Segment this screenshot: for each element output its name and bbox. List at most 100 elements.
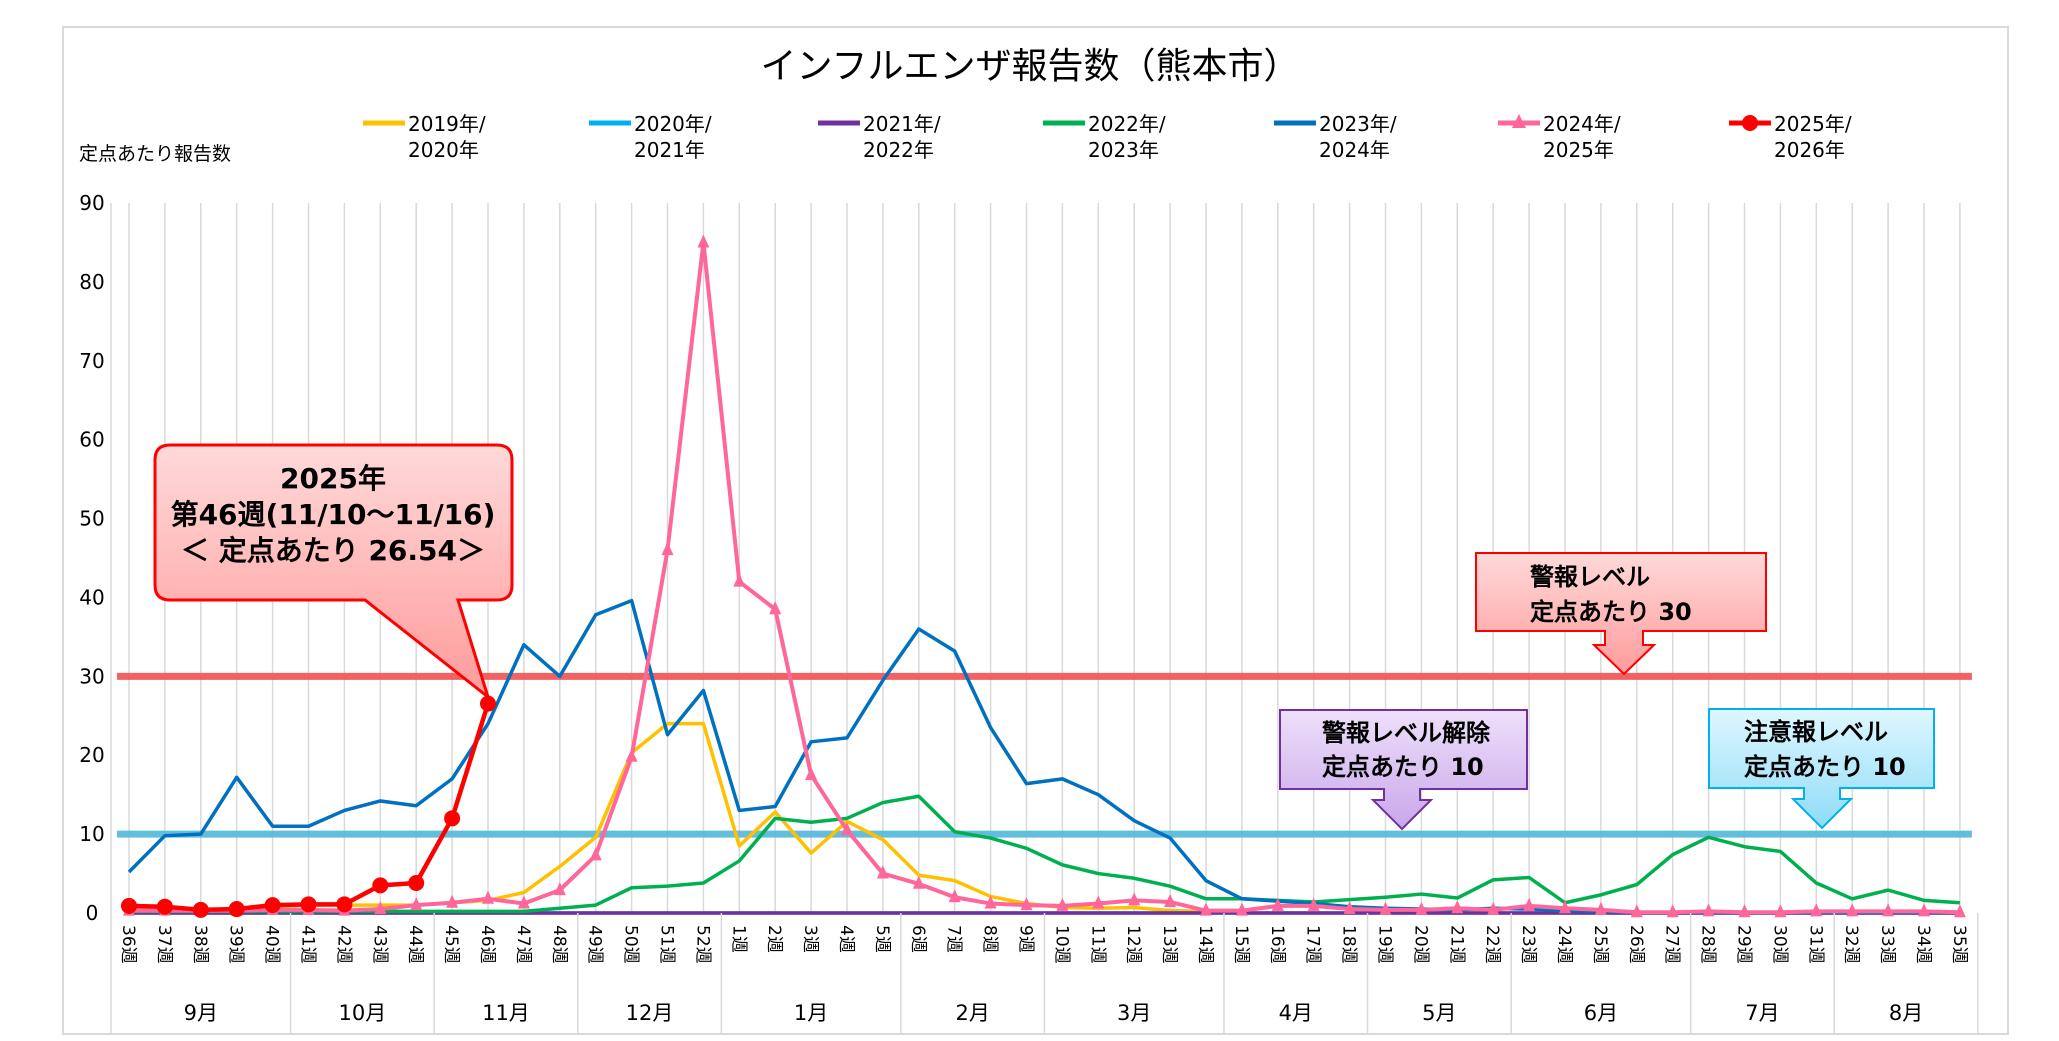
y-axis-label: 定点あたり報告数	[79, 143, 231, 165]
legend-label: 2019年/	[408, 112, 486, 136]
x-tick-label: 18週	[1339, 925, 1359, 964]
x-tick-label: 29週	[1734, 925, 1754, 964]
data-point	[553, 882, 566, 896]
data-point	[1810, 903, 1823, 917]
data-point	[1235, 902, 1248, 916]
data-point	[517, 895, 530, 909]
alarm-line1: 警報レベル	[1529, 563, 1650, 591]
x-tick-label: 21週	[1446, 925, 1466, 964]
month-label: 5月	[1422, 1001, 1456, 1025]
x-tick-label: 40週	[262, 925, 282, 964]
data-point	[1774, 904, 1787, 918]
data-point	[1415, 901, 1428, 915]
data-point	[805, 766, 818, 780]
x-tick-label: 6週	[908, 925, 928, 953]
month-label: 3月	[1117, 1001, 1151, 1025]
legend-label: 2023年/	[1319, 112, 1397, 136]
data-point	[1343, 901, 1356, 915]
data-point	[1451, 900, 1464, 914]
x-tick-label: 49週	[585, 925, 605, 964]
x-tick-label: 2週	[764, 925, 784, 953]
data-point	[446, 894, 459, 908]
data-point	[661, 542, 674, 556]
x-tick-label: 17週	[1303, 925, 1323, 964]
data-point	[482, 890, 494, 904]
data-point	[1379, 901, 1392, 915]
current-week-callout: 2025年 第46週(11/10～11/16) ＜ 定点あたり 26.54＞	[153, 443, 514, 702]
warning-line1: 注意報レベル	[1744, 718, 1888, 746]
month-label: 11月	[482, 1001, 530, 1025]
x-tick-label: 11週	[1087, 925, 1107, 964]
legend-label: 2025年	[1543, 138, 1614, 162]
x-tick-label: 22週	[1482, 925, 1502, 964]
x-tick-label: 9週	[1016, 925, 1036, 953]
month-label: 7月	[1745, 1001, 1779, 1025]
y-tick-label: 80	[79, 270, 104, 294]
x-tick-label: 20週	[1410, 925, 1430, 964]
alarm-end-annotation: 警報レベル解除 定点あたり 10	[1279, 709, 1528, 831]
x-tick-label: 34週	[1913, 925, 1933, 964]
x-tick-label: 47週	[513, 925, 533, 964]
legend-label: 2021年/	[863, 112, 941, 136]
legend-label: 2024年/	[1543, 112, 1621, 136]
x-tick-label: 12週	[1123, 925, 1143, 964]
data-point	[1918, 903, 1930, 917]
legend-label: 2025年/	[1774, 112, 1852, 136]
x-tick-label: 10週	[1051, 925, 1071, 964]
y-tick-label: 40	[79, 585, 104, 609]
data-point	[1702, 903, 1715, 917]
x-tick-label: 39週	[226, 925, 246, 964]
data-point	[300, 896, 317, 913]
legend-label: 2020年	[408, 138, 479, 162]
y-tick-label: 70	[79, 349, 104, 373]
x-tick-label: 30週	[1769, 925, 1789, 964]
y-tick-label: 0	[86, 901, 99, 925]
data-point	[1523, 897, 1536, 911]
x-tick-label: 52週	[692, 925, 712, 964]
data-point	[769, 601, 782, 615]
series-2024年	[123, 234, 1966, 918]
x-tick-label: 15週	[1231, 925, 1251, 964]
alarm-line2: 定点あたり 30	[1530, 598, 1692, 626]
data-point	[1092, 895, 1105, 909]
series-line	[129, 794, 1961, 914]
data-point	[228, 901, 245, 918]
x-tick-label: 26週	[1626, 925, 1646, 964]
legend-label: 2020年/	[634, 112, 712, 136]
legend-item: 2024年/2025年	[1498, 112, 1621, 162]
data-point	[841, 822, 853, 836]
data-point	[1487, 901, 1500, 915]
data-point	[1056, 897, 1069, 911]
x-tick-label: 13週	[1159, 925, 1179, 964]
month-label: 8月	[1889, 1001, 1923, 1025]
y-tick-label: 30	[79, 664, 104, 688]
legend-item: 2022年/2023年	[1043, 112, 1166, 162]
month-label: 4月	[1279, 1001, 1313, 1025]
callout-line3: ＜ 定点あたり 26.54＞	[181, 534, 485, 567]
y-tick-label: 60	[79, 428, 104, 452]
data-point	[336, 896, 353, 913]
month-label: 1月	[794, 1001, 828, 1025]
x-tick-label: 44週	[405, 925, 425, 964]
y-tick-label: 90	[79, 191, 104, 215]
x-tick-label: 50週	[621, 925, 641, 964]
month-label: 12月	[626, 1001, 674, 1025]
x-tick-label: 32週	[1841, 925, 1861, 964]
data-point	[372, 877, 389, 894]
data-point	[1164, 893, 1177, 907]
chart-title: インフルエンザ報告数（熊本市）	[761, 46, 1300, 87]
x-tick-label: 35週	[1949, 925, 1969, 964]
data-point	[410, 897, 423, 911]
x-tick-label: 41週	[298, 925, 318, 964]
legend-item: 2023年/2024年	[1274, 112, 1397, 162]
alarm-end-line2: 定点あたり 10	[1322, 753, 1484, 781]
callout-line2: 第46週(11/10～11/16)	[171, 498, 496, 531]
legend-item: 2021年/2022年	[818, 112, 941, 162]
data-point	[1630, 904, 1643, 918]
y-tick-label: 50	[79, 507, 104, 531]
data-point	[1020, 897, 1033, 911]
data-point	[1846, 903, 1859, 917]
x-tick-label: 45週	[441, 925, 461, 964]
x-tick-label: 23週	[1518, 925, 1538, 964]
